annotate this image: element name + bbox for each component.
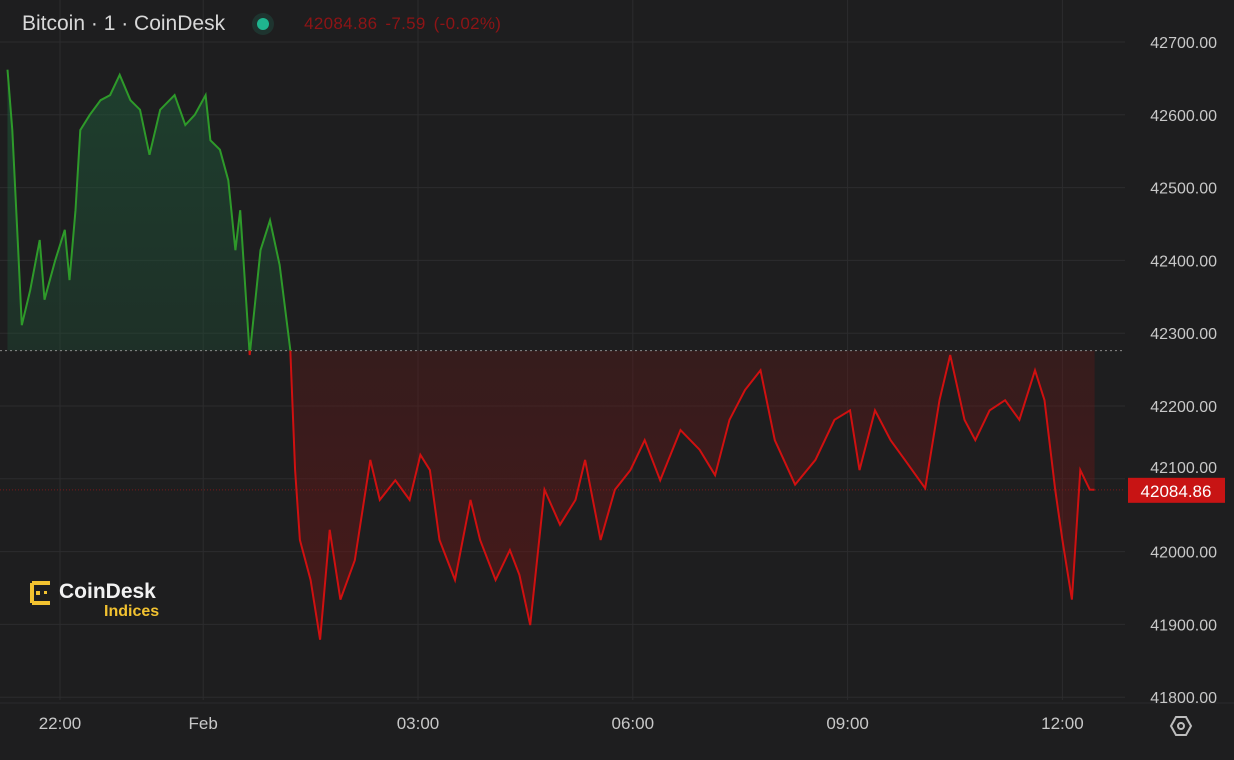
x-tick-label: 22:00 — [39, 714, 82, 733]
gear-icon[interactable] — [1169, 714, 1193, 738]
logo-sub: Indices — [104, 603, 160, 620]
y-tick-label: 42000.00 — [1150, 545, 1217, 562]
y-tick-label: 41900.00 — [1150, 617, 1217, 634]
quote-readout: 42084.86 -7.59 (-0.02%) — [304, 14, 509, 34]
coindesk-logo-icon — [30, 581, 50, 605]
last-price-tag — [1128, 477, 1225, 503]
area-fill-below — [7, 350, 1095, 640]
price-line-above — [6, 69, 292, 351]
price-line-below — [248, 350, 1095, 640]
chart-header: Bitcoin · 1 · CoinDesk 42084.86 -7.59 (-0.… — [22, 12, 509, 36]
last-price-tag-label: 42084.86 — [1141, 482, 1212, 501]
y-tick-label: 42100.00 — [1150, 460, 1217, 477]
last-price: 42084.86 — [304, 14, 378, 33]
market-status-dot — [257, 18, 270, 30]
y-tick-label: 42500.00 — [1150, 181, 1217, 198]
symbol-title[interactable]: Bitcoin · 1 · CoinDesk — [22, 12, 226, 35]
price-change: -7.59 — [385, 14, 426, 33]
x-tick-label: 03:00 — [397, 714, 440, 733]
y-tick-label: 42600.00 — [1150, 108, 1217, 125]
x-tick-label: 06:00 — [612, 714, 655, 733]
price-change-pct: (-0.02%) — [433, 14, 502, 33]
x-tick-label: 09:00 — [826, 714, 869, 733]
logo-brand: CoinDesk — [59, 580, 156, 603]
area-fill-above — [7, 69, 291, 351]
y-tick-label: 42700.00 — [1150, 35, 1217, 52]
x-tick-label: Feb — [189, 714, 218, 733]
x-tick-label: 12:00 — [1041, 714, 1084, 733]
y-tick-label: 42400.00 — [1150, 253, 1217, 270]
y-tick-label: 42300.00 — [1150, 326, 1217, 343]
y-tick-label: 42200.00 — [1150, 399, 1217, 416]
y-tick-label: 41800.00 — [1150, 690, 1217, 707]
